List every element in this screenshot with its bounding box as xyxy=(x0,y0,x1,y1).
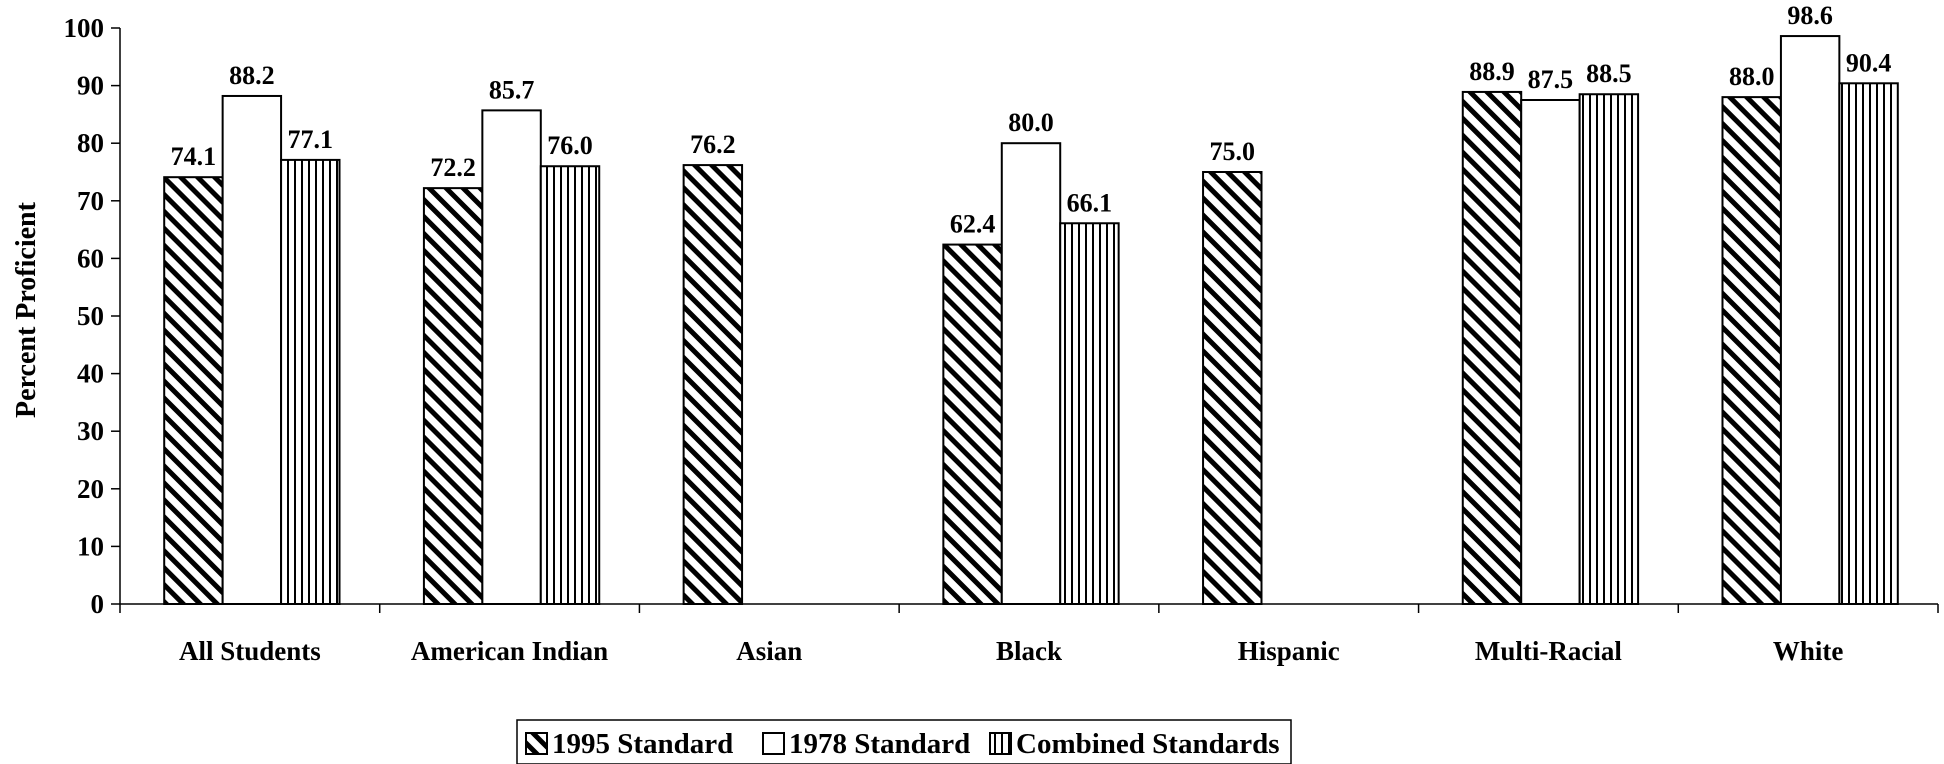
value-label: 87.5 xyxy=(1528,65,1574,94)
value-labels-group: 74.1 88.2 77.1 72.2 85.7 76.0 76.2 62.4 80.0 66.1… xyxy=(171,1,1892,239)
value-label: 80.0 xyxy=(1008,108,1054,137)
bar-1995-standard-american-indian xyxy=(422,187,484,606)
category-label: Multi-Racial xyxy=(1475,636,1622,666)
value-label: 75.0 xyxy=(1210,137,1256,166)
bar-1995-standard-black xyxy=(942,243,1003,606)
y-tick-label: 80 xyxy=(77,128,104,158)
category-label: All Students xyxy=(179,636,321,666)
y-tick-label: 30 xyxy=(77,416,104,446)
value-label: 88.9 xyxy=(1469,57,1515,86)
y-tick-label: 60 xyxy=(77,243,104,273)
legend: 1995 Standard 1978 Standard Combined Stand… xyxy=(516,719,1292,764)
value-label: 76.0 xyxy=(547,131,593,160)
bar-1995-standard-hispanic xyxy=(1202,171,1263,605)
bar-1995-standard-white xyxy=(1721,96,1782,606)
bar-1978-standard-american-indian xyxy=(481,109,542,605)
y-tick-label: 50 xyxy=(77,301,104,331)
category-label: Hispanic xyxy=(1238,636,1340,666)
y-tick-label: 20 xyxy=(77,474,104,504)
legend-frame xyxy=(516,719,1292,764)
y-tick-label: 10 xyxy=(77,531,104,561)
category-label: Black xyxy=(996,636,1062,666)
bar-combined-standards-multi-racial xyxy=(1578,93,1640,606)
bar-1978-standard-black xyxy=(1000,142,1062,605)
value-label: 90.4 xyxy=(1846,48,1892,77)
category-label: American Indian xyxy=(411,636,608,666)
bar-combined-standards-black xyxy=(1059,222,1120,605)
value-label: 62.4 xyxy=(950,210,996,239)
y-axis-label: Percent Proficient xyxy=(11,201,42,418)
bar-combined-standards-white xyxy=(1838,82,1899,605)
value-label: 76.2 xyxy=(690,130,736,159)
value-label: 88.2 xyxy=(229,61,275,90)
y-tick-label: 90 xyxy=(77,71,104,101)
legend-label: 1978 Standard xyxy=(789,728,970,760)
legend-swatch-combined-standards xyxy=(989,732,1012,755)
value-label: 66.1 xyxy=(1067,188,1113,217)
y-tick-label: 100 xyxy=(64,13,105,43)
bar-1978-standard-all-students xyxy=(221,94,283,606)
legend-label: Combined Standards xyxy=(1016,728,1280,760)
legend-swatch-1995-standard xyxy=(525,732,548,755)
category-label: Asian xyxy=(736,636,802,666)
bar-combined-standards-all-students xyxy=(280,158,341,606)
bar-1995-standard-asian xyxy=(682,164,744,605)
value-label: 77.1 xyxy=(288,125,334,154)
value-label: 74.1 xyxy=(171,142,217,171)
value-label: 85.7 xyxy=(489,75,535,104)
bar-1995-standard-multi-racial xyxy=(1461,90,1523,606)
y-tick-label: 40 xyxy=(77,359,104,389)
value-label: 88.0 xyxy=(1729,62,1775,91)
value-label: 88.5 xyxy=(1586,59,1632,88)
value-label: 72.2 xyxy=(430,153,476,182)
y-tick-label: 70 xyxy=(77,186,104,216)
legend-swatch-1978-standard xyxy=(762,732,785,755)
bar-combined-standards-american-indian xyxy=(539,165,601,606)
value-label: 98.6 xyxy=(1787,1,1833,30)
legend-label: 1995 Standard xyxy=(552,728,733,760)
x-axis xyxy=(119,603,1939,613)
bars-group xyxy=(163,35,1899,606)
category-labels-group: All Students American Indian Asian Black His… xyxy=(179,636,1843,666)
bar-1995-standard-all-students xyxy=(163,176,224,606)
y-axis: 0 10 20 30 40 50 60 70 80 90 100 xyxy=(64,13,121,619)
y-tick-label: 0 xyxy=(91,589,105,619)
bar-1978-standard-white xyxy=(1779,35,1841,605)
category-label: White xyxy=(1773,636,1844,666)
bar-1978-standard-multi-racial xyxy=(1520,99,1581,605)
